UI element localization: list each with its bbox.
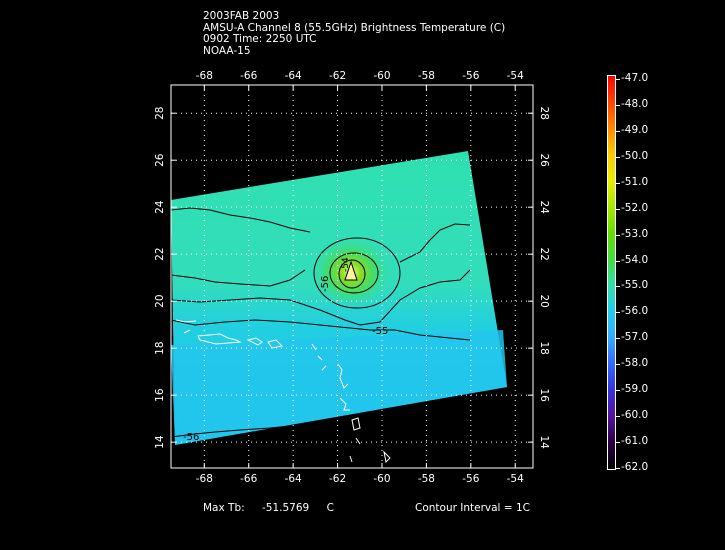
colorbar-label: -60.0: [621, 409, 649, 422]
lon-label-bottom: -54: [507, 473, 524, 485]
colorbar-tick: [616, 312, 620, 314]
contour-interval: Contour Interval = 1C: [415, 502, 530, 514]
lon-label-top: -64: [285, 70, 302, 82]
contour-label-south: -55: [372, 326, 388, 337]
colorbar-label: -53.0: [621, 227, 649, 240]
axis-ticks: [171, 85, 533, 468]
colorbar-tick: [616, 182, 620, 184]
lat-label-left: 26: [154, 153, 166, 167]
colorbar-label: -58.0: [621, 357, 649, 370]
contour-label-storm: -56: [320, 276, 331, 292]
colorbar-tick: [616, 260, 620, 262]
colorbar-label: -62.0: [621, 461, 649, 473]
colorbar-tick: [616, 364, 620, 366]
colorbar-tick: [616, 208, 620, 210]
colorbar-label: -61.0: [621, 435, 649, 448]
lon-label-bottom: -68: [196, 473, 213, 485]
contour-label-west: -56: [183, 432, 199, 443]
lat-label-left: 28: [154, 107, 166, 120]
colorbar-label: -48.0: [621, 97, 649, 110]
lon-label-top: -56: [462, 70, 479, 82]
colorbar-label: -50.0: [621, 149, 649, 162]
contour-line-south: [171, 319, 471, 341]
lat-label-right: 20: [538, 294, 550, 307]
colorbar-label: -59.0: [621, 383, 649, 396]
colorbar-tick: [616, 234, 620, 236]
colorbar-tick: [616, 156, 620, 158]
max-tb-label: Max Tb:: [203, 502, 245, 514]
swath-lower-band: [171, 330, 507, 445]
axis-labels: -68-68-66-66-64-64-62-62-60-60-58-58-56-…: [154, 70, 550, 485]
header-line-title: 2003FAB 2003: [203, 10, 280, 22]
coastline-islands: [175, 319, 391, 464]
header-line-product: AMSU-A Channel 8 (55.5GHz) Brightness Te…: [203, 21, 506, 34]
storm-contour-inner: [338, 259, 366, 289]
lat-label-left: 22: [154, 247, 166, 260]
graticule: [171, 85, 533, 468]
lat-label-right: 22: [538, 247, 550, 260]
colorbar-label: -52.0: [621, 201, 649, 214]
lat-label-right: 24: [538, 200, 550, 214]
lon-label-bottom: -56: [462, 473, 479, 485]
contour-line-mid: [171, 269, 471, 326]
colorbar-tick: [616, 130, 620, 132]
lon-label-top: -60: [373, 70, 390, 82]
colorbar-tick: [616, 104, 620, 106]
lat-label-right: 14: [538, 435, 550, 449]
lon-label-bottom: -66: [240, 473, 257, 485]
plot-header: 2003FAB 2003 AMSU-A Channel 8 (55.5GHz) …: [203, 10, 506, 57]
storm-contour-outer: [313, 237, 401, 309]
colorbar-label: -51.0: [621, 175, 649, 188]
colorbar-tick: [616, 286, 620, 288]
lon-label-top: -62: [329, 70, 346, 82]
contour-line-west: [171, 269, 306, 287]
colorbar-tick: [616, 416, 620, 418]
lon-label-top: -54: [507, 70, 524, 82]
lon-label-top: -68: [196, 70, 213, 82]
colorbar-tick: [616, 442, 620, 444]
lon-label-top: -58: [418, 70, 435, 82]
lon-label-bottom: -62: [329, 473, 346, 485]
colorbar: [607, 75, 616, 470]
colorbar-tick: [616, 79, 620, 80]
header-line-satellite: NOAA-15: [203, 44, 251, 57]
lat-label-left: 14: [154, 435, 166, 449]
lat-label-right: 26: [538, 154, 550, 168]
contour-line-northwest: [171, 207, 311, 233]
colorbar-label: -55.0: [621, 279, 649, 292]
max-tb-unit: C: [326, 502, 334, 514]
colorbar-label: -47.0: [621, 72, 649, 84]
contour-line-northeast: [399, 223, 471, 263]
plot-frame: [170, 84, 534, 469]
storm-peak-marker: [344, 260, 358, 281]
lon-label-top: -66: [240, 70, 257, 82]
lat-label-left: 18: [154, 341, 166, 354]
lon-label-bottom: -60: [373, 473, 390, 485]
lon-label-bottom: -64: [285, 473, 302, 485]
colorbar-tick: [616, 468, 620, 469]
header-line-time: 0902 Time: 2250 UTC: [203, 33, 317, 45]
lat-label-left: 20: [154, 294, 166, 307]
max-tb-readout: Max Tb: -51.5769 C: [203, 502, 348, 514]
lat-label-right: 16: [538, 388, 550, 402]
lat-label-right: 18: [538, 341, 550, 354]
colorbar-label: -49.0: [621, 123, 649, 136]
colorbar-label: -57.0: [621, 331, 649, 344]
colorbar-tick: [616, 338, 620, 340]
storm-contour-mid: [329, 252, 379, 294]
contour-line-bottom: [171, 417, 341, 438]
max-tb-value: -51.5769: [262, 502, 310, 514]
colorbar-label: -54.0: [621, 253, 649, 266]
lon-label-bottom: -58: [418, 473, 435, 485]
colorbar-label: -56.0: [621, 305, 649, 318]
lat-label-left: 16: [154, 388, 166, 402]
colorbar-tick: [616, 390, 620, 392]
lat-label-right: 28: [538, 107, 550, 120]
contour-label-core: -54: [341, 257, 351, 272]
lat-label-left: 24: [154, 200, 166, 214]
